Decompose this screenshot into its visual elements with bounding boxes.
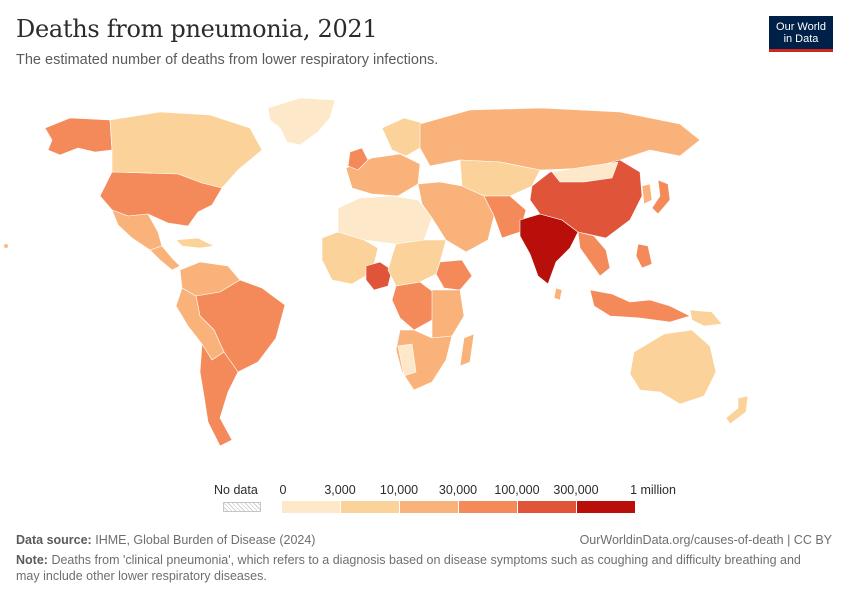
data-source-label: Data source:: [16, 533, 92, 547]
chart-title: Deaths from pneumonia, 2021: [16, 15, 378, 43]
logo-line-1: Our World: [776, 21, 826, 33]
legend-bin-2[interactable]: [399, 501, 458, 513]
region-philippines[interactable]: [635, 243, 653, 269]
region-greenland[interactable]: [267, 97, 336, 146]
legend-bin-3[interactable]: [458, 501, 517, 513]
region-korea[interactable]: [641, 183, 653, 205]
chart-note-label: Note:: [16, 553, 48, 567]
region-indonesia[interactable]: [589, 289, 691, 323]
region-east-africa[interactable]: [431, 289, 465, 339]
chart-subtitle: The estimated number of deaths from lowe…: [16, 52, 439, 68]
legend-tick-0: 0: [279, 483, 287, 497]
chart-note-text: Deaths from 'clinical pneumonia', which …: [16, 553, 801, 583]
owid-logo[interactable]: Our World in Data: [769, 16, 833, 52]
legend-no-data-swatch[interactable]: [223, 502, 261, 512]
region-argentina[interactable]: [199, 343, 239, 447]
region-nigeria[interactable]: [365, 261, 393, 291]
legend-bin-5[interactable]: [576, 501, 635, 513]
region-namibia[interactable]: [397, 343, 417, 377]
legend-tick-1: 3,000: [324, 483, 356, 497]
region-new-zealand[interactable]: [725, 395, 749, 425]
region-canada[interactable]: [109, 111, 263, 189]
chart-note: Note: Deaths from 'clinical pneumonia', …: [16, 553, 806, 584]
legend-tick-5: 300,000: [553, 483, 599, 497]
region-mongolia[interactable]: [551, 161, 619, 183]
region-alaska[interactable]: [44, 117, 113, 156]
logo-line-2: in Data: [783, 33, 819, 45]
region-papua[interactable]: [689, 309, 723, 327]
data-source: Data source: IHME, Global Burden of Dise…: [16, 533, 315, 547]
legend-tick-3: 30,000: [438, 483, 478, 497]
region-caribbean[interactable]: [175, 237, 215, 249]
region-southeast-asia[interactable]: [577, 231, 611, 277]
region-central-america[interactable]: [149, 245, 181, 271]
region-united-kingdom[interactable]: [347, 147, 369, 171]
region-madagascar[interactable]: [459, 333, 475, 367]
legend-no-data-label: No data: [214, 483, 258, 497]
region-japan[interactable]: [651, 179, 671, 215]
region-sudan[interactable]: [387, 239, 447, 287]
region-hawaii[interactable]: [3, 243, 9, 249]
legend-tick-6: 1 million: [630, 483, 676, 497]
legend-bin-0[interactable]: [281, 501, 340, 513]
region-sri-lanka[interactable]: [553, 287, 563, 301]
source-url[interactable]: OurWorldinData.org/causes-of-death | CC …: [579, 533, 832, 547]
region-russia[interactable]: [419, 107, 701, 171]
region-dr-congo[interactable]: [391, 281, 437, 331]
region-scandinavia[interactable]: [381, 117, 427, 157]
data-source-text: IHME, Global Burden of Disease (2024): [95, 533, 316, 547]
region-ethiopia[interactable]: [435, 259, 473, 291]
legend-tick-4: 100,000: [494, 483, 540, 497]
legend-tick-2: 10,000: [379, 483, 419, 497]
legend-bin-4[interactable]: [517, 501, 576, 513]
world-map[interactable]: [0, 80, 850, 480]
region-australia[interactable]: [629, 329, 717, 405]
legend-bin-1[interactable]: [340, 501, 399, 513]
